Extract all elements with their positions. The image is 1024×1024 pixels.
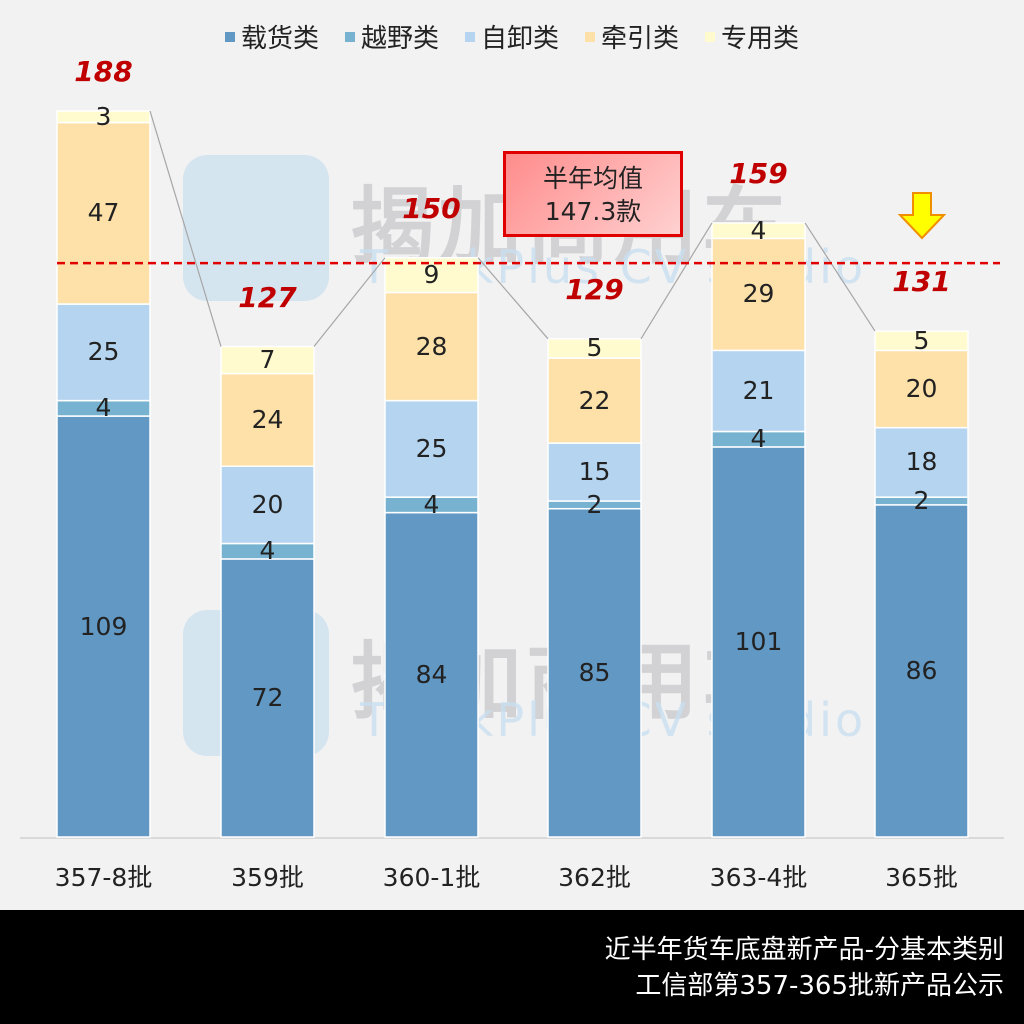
segment-value-label: 4: [259, 536, 276, 566]
bar-segment: [711, 222, 806, 240]
legend-item: 专用类: [705, 18, 799, 55]
total-label: 131: [892, 265, 951, 299]
bar-segment: [711, 349, 806, 433]
segment-value-label: 3: [95, 101, 112, 131]
total-label: 159: [729, 156, 788, 190]
legend-swatch: [585, 31, 595, 42]
segment-value-label: 29: [742, 279, 775, 309]
x-axis-label: 359批: [231, 863, 304, 892]
segment-value-label: 15: [578, 457, 611, 487]
bar-segment: [56, 121, 151, 305]
bar-segment: [547, 507, 642, 838]
bar-segment: [384, 511, 479, 838]
legend-swatch: [224, 31, 235, 42]
bar-segment: [547, 338, 642, 359]
segment-value-label: 28: [415, 331, 448, 361]
segment-value-label: 4: [95, 393, 112, 423]
bar-segment: [711, 237, 806, 352]
x-axis-label: 360-1批: [382, 863, 481, 892]
x-axis-label: 357-8批: [54, 863, 153, 892]
x-axis-label: 365批: [885, 863, 958, 892]
legend-item: 载货类: [224, 18, 319, 55]
bar-segment: [711, 446, 806, 838]
segment-value-label: 22: [578, 385, 611, 415]
segment-value-label: 47: [87, 198, 120, 228]
segment-value-label: 9: [423, 260, 440, 290]
segment-value-label: 84: [415, 659, 448, 689]
segment-value-label: 4: [750, 424, 767, 454]
bar-segment: [56, 415, 151, 838]
segment-value-label: 5: [586, 333, 603, 363]
legend-label: 牵引类: [601, 24, 680, 54]
segment-value-label: 5: [913, 325, 930, 355]
segment-value-label: 86: [905, 655, 938, 685]
segment-value-label: 4: [750, 215, 767, 245]
segment-value-label: 25: [87, 337, 120, 367]
average-callout-value: 147.3款: [544, 197, 642, 226]
total-label: 129: [565, 272, 624, 306]
legend-item: 越野类: [344, 18, 439, 55]
legend-item: 自卸类: [464, 18, 559, 55]
legend-item: 牵引类: [585, 18, 679, 55]
series-line: [313, 257, 386, 347]
average-callout-title: 半年均值: [542, 164, 643, 193]
caption-title: 近半年货车底盘新产品-分基本类别: [604, 935, 1004, 965]
total-label: 127: [238, 280, 297, 314]
bar-segment: [874, 504, 969, 838]
bar-segment: [220, 345, 315, 375]
segment-value-label: 2: [586, 489, 603, 519]
segment-value-label: 4: [423, 489, 440, 519]
segment-value-label: 20: [251, 489, 284, 519]
bar-segment: [220, 372, 315, 467]
series-line: [640, 222, 713, 340]
segment-value-label: 109: [79, 611, 128, 641]
series-line: [804, 222, 876, 332]
segment-value-label: 7: [259, 345, 276, 375]
legend-swatch: [705, 31, 716, 42]
segment-value-label: 101: [734, 626, 783, 656]
bar-segment: [874, 349, 969, 429]
segment-value-label: 25: [415, 433, 448, 463]
legend-swatch: [344, 31, 355, 42]
bar-segment: [547, 442, 642, 502]
bar-segment: [874, 330, 969, 352]
down-arrow-icon: [897, 192, 947, 240]
segment-value-label: 20: [905, 374, 938, 403]
segment-value-label: 24: [251, 404, 284, 434]
bar-segment: [384, 399, 479, 498]
average-callout: 半年均值 147.3款: [503, 151, 683, 237]
total-label: 150: [402, 191, 461, 225]
legend-swatch: [464, 31, 475, 42]
bars-layer: [20, 110, 1004, 839]
legend: 载货类 越野类 自卸类 牵引类 专用类: [0, 18, 1024, 55]
legend-label: 载货类: [240, 24, 319, 54]
bar-segment: [547, 357, 642, 444]
segment-value-label: 21: [742, 375, 775, 405]
segment-value-label: 18: [905, 447, 938, 477]
x-axis-label: 363-4批: [709, 863, 808, 892]
legend-label: 越野类: [360, 24, 439, 54]
legend-label: 专用类: [721, 24, 800, 54]
total-label: 188: [74, 54, 133, 88]
series-line: [149, 110, 222, 347]
bar-segment: [56, 110, 151, 124]
legend-label: 自卸类: [480, 24, 559, 54]
segment-value-label: 85: [578, 657, 611, 687]
series-line: [477, 257, 549, 340]
bar-segment: [220, 465, 315, 545]
bar-segment: [384, 291, 479, 402]
segment-value-label: 2: [913, 486, 930, 515]
bar-segment: [220, 558, 315, 838]
x-axis-label: 362批: [558, 863, 631, 892]
segment-value-label: 72: [251, 682, 284, 712]
caption-subtitle: 工信部第357-365批新产品公示: [635, 971, 1004, 1001]
footer-caption: 近半年货车底盘新产品-分基本类别 工信部第357-365批新产品公示: [0, 910, 1024, 1024]
